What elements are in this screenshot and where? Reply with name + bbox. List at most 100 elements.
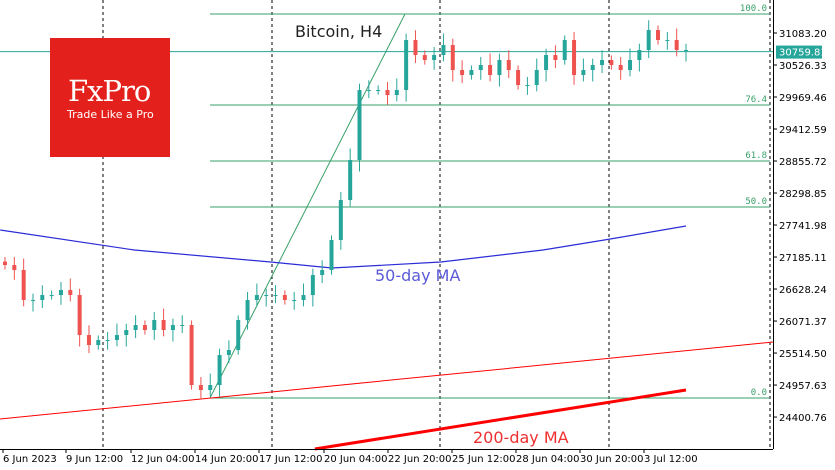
- candle: [450, 45, 455, 71]
- candle: [264, 295, 269, 297]
- candle: [161, 320, 166, 331]
- candle: [96, 340, 101, 346]
- candle: [180, 325, 185, 327]
- candle: [684, 50, 688, 52]
- candle: [77, 295, 82, 336]
- x-tick-label: 14 Jun 20:00: [195, 454, 259, 465]
- candle: [217, 355, 222, 386]
- candle: [590, 65, 595, 71]
- candle: [581, 70, 586, 76]
- candle: [152, 320, 157, 331]
- candle: [618, 65, 623, 71]
- y-tick-label: 27741.98: [779, 221, 827, 232]
- candle: [338, 200, 343, 241]
- x-tick-label: 17 Jun 12:00: [259, 454, 323, 465]
- candle: [142, 325, 147, 331]
- candle: [394, 90, 399, 96]
- candle: [189, 325, 194, 386]
- candle: [226, 350, 231, 356]
- candle: [198, 385, 203, 391]
- candle: [282, 295, 287, 301]
- candle: [273, 295, 278, 297]
- candle: [124, 330, 129, 336]
- candle: [245, 300, 250, 321]
- ma200-line: [314, 388, 687, 451]
- candle: [49, 295, 54, 297]
- candle: [404, 40, 409, 91]
- candle: [357, 90, 362, 161]
- candle: [292, 300, 297, 302]
- candle: [525, 85, 530, 87]
- logo-brand: FxPro: [68, 74, 151, 108]
- y-tick-label: 24957.63: [779, 381, 827, 392]
- y-tick-label: 28298.85: [779, 189, 827, 200]
- candle: [366, 90, 371, 92]
- candle: [301, 295, 306, 301]
- x-tick-label: 25 Jun 12:00: [452, 454, 516, 465]
- candle: [40, 295, 45, 301]
- candle: [506, 60, 511, 71]
- ma50-label: 50-day MA: [375, 266, 460, 285]
- fxpro-logo: FxPro Trade Like a Pro: [50, 38, 170, 157]
- candle: [516, 70, 521, 86]
- x-tick-label: 22 Jun 20:00: [388, 454, 452, 465]
- candle: [544, 55, 549, 71]
- candle: [68, 290, 73, 296]
- candle: [12, 265, 17, 271]
- candle: [385, 90, 390, 96]
- candle: [628, 60, 633, 71]
- candle: [637, 50, 642, 61]
- candle: [656, 30, 661, 41]
- candle: [572, 40, 577, 76]
- y-tick-label: 31083.20: [779, 29, 827, 40]
- candle: [320, 270, 325, 276]
- candle: [460, 70, 465, 76]
- candle: [114, 335, 119, 341]
- candle: [488, 65, 493, 76]
- candle: [348, 160, 353, 201]
- y-tick-label: 26071.37: [779, 317, 827, 328]
- candle: [646, 30, 651, 51]
- candle: [600, 60, 605, 66]
- candle: [674, 40, 679, 51]
- y-tick-label: 29412.59: [779, 125, 827, 136]
- y-tick-label: 25514.50: [779, 349, 827, 360]
- y-tick-label: 27185.11: [779, 253, 827, 264]
- trendline: [0, 341, 774, 420]
- candle: [469, 70, 474, 76]
- fib-level-label: 50.0: [745, 197, 767, 207]
- ma50-line: [0, 225, 687, 269]
- current-price-tag: [776, 45, 822, 59]
- fib-level-label: 61.8: [745, 151, 767, 161]
- y-tick-label: 26628.24: [779, 285, 827, 296]
- y-tick-label: 28855.72: [779, 157, 827, 168]
- x-tick-label: 28 Jun 04:00: [516, 454, 580, 465]
- y-tick-label: 30526.33: [779, 61, 827, 72]
- candle: [329, 240, 334, 271]
- candle: [208, 385, 213, 391]
- x-tick-label: 6 Jun 2023: [3, 454, 57, 465]
- candle: [133, 325, 138, 331]
- x-tick-label: 3 Jul 12:00: [644, 454, 698, 465]
- candle: [21, 270, 26, 301]
- candle: [441, 45, 446, 56]
- candle: [30, 300, 35, 302]
- candle: [3, 261, 7, 266]
- current-price-label: 30759.81: [779, 48, 827, 59]
- candle: [534, 70, 539, 86]
- candle: [432, 55, 437, 61]
- fib-level-label: 76.4: [745, 95, 767, 105]
- y-tick-label: 29969.46: [779, 93, 827, 104]
- candle: [609, 60, 614, 66]
- candle: [376, 90, 381, 92]
- candle: [562, 40, 567, 61]
- candle: [553, 55, 558, 61]
- candle: [254, 295, 259, 301]
- candle: [170, 325, 175, 331]
- candle: [665, 40, 670, 42]
- candle: [310, 275, 315, 296]
- candle: [105, 340, 110, 342]
- fib-level-label: 0.0: [751, 388, 767, 398]
